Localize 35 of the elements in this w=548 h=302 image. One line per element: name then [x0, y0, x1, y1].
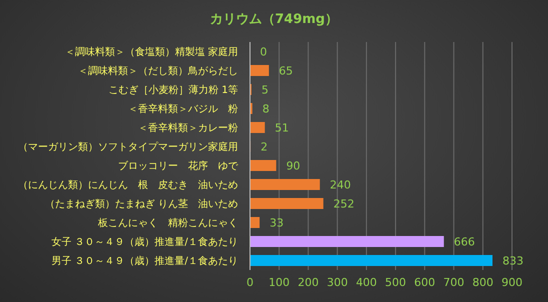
x-tick-label: 600 [414, 276, 436, 289]
x-tick-label: 100 [268, 276, 290, 289]
y-tick-label: 板こんにゃく 精粉こんにゃく [97, 217, 238, 229]
x-tick-label: 700 [443, 276, 464, 289]
y-tick-label: ＜香辛料類＞バジル 粉 [128, 103, 238, 115]
y-tick-label: （マーガリン類）ソフトタイプマーガリン家庭用 [18, 141, 238, 153]
data-label: 833 [502, 254, 524, 268]
x-tick-label: 400 [356, 276, 377, 289]
data-label: 666 [454, 235, 475, 248]
y-tick-label: ＜香辛料類＞カレー粉 [138, 122, 238, 134]
data-label: 33 [270, 216, 284, 230]
y-tick-label: こむぎ［小麦粉］薄力粉 1等 [108, 84, 238, 96]
data-label: 90 [286, 159, 300, 172]
y-tick-label: 女子 ３０～４９（歳）推進量/１食あたり [51, 236, 238, 248]
x-tick-label: 200 [298, 276, 319, 289]
y-tick-label: ＜調味料類＞（食塩類）精製塩 家庭用 [64, 46, 238, 58]
data-label: 2 [260, 140, 268, 154]
y-tick-label: ＜調味料類＞（だし類）鳥がらだし [78, 65, 238, 77]
y-tick-label: 男子 ３０～４９（歳）推進量/１食あたり [51, 255, 238, 267]
data-label: 5 [261, 83, 268, 96]
x-tick-label: 900 [502, 276, 522, 289]
data-label: 8 [262, 102, 270, 116]
data-label: 240 [330, 178, 351, 192]
data-label: 65 [278, 64, 293, 78]
data-label: 0 [260, 45, 268, 58]
chart-title: カリウム（749mg） [209, 11, 339, 28]
x-tick-label: 0 [246, 276, 254, 289]
data-label: 51 [274, 121, 289, 134]
x-tick-label: 300 [326, 276, 348, 289]
y-tick-label: （にんじん類）にんじん 根 皮むき 油いため [18, 179, 238, 191]
data-label: 252 [333, 197, 354, 210]
x-tick-label: 800 [472, 276, 494, 289]
y-tick-label: （たまねぎ類）たまねぎ りん茎 油いため [44, 198, 238, 210]
y-tick-label: ブロッコリー 花序 ゆで [118, 160, 239, 172]
x-tick-label: 500 [385, 276, 406, 289]
